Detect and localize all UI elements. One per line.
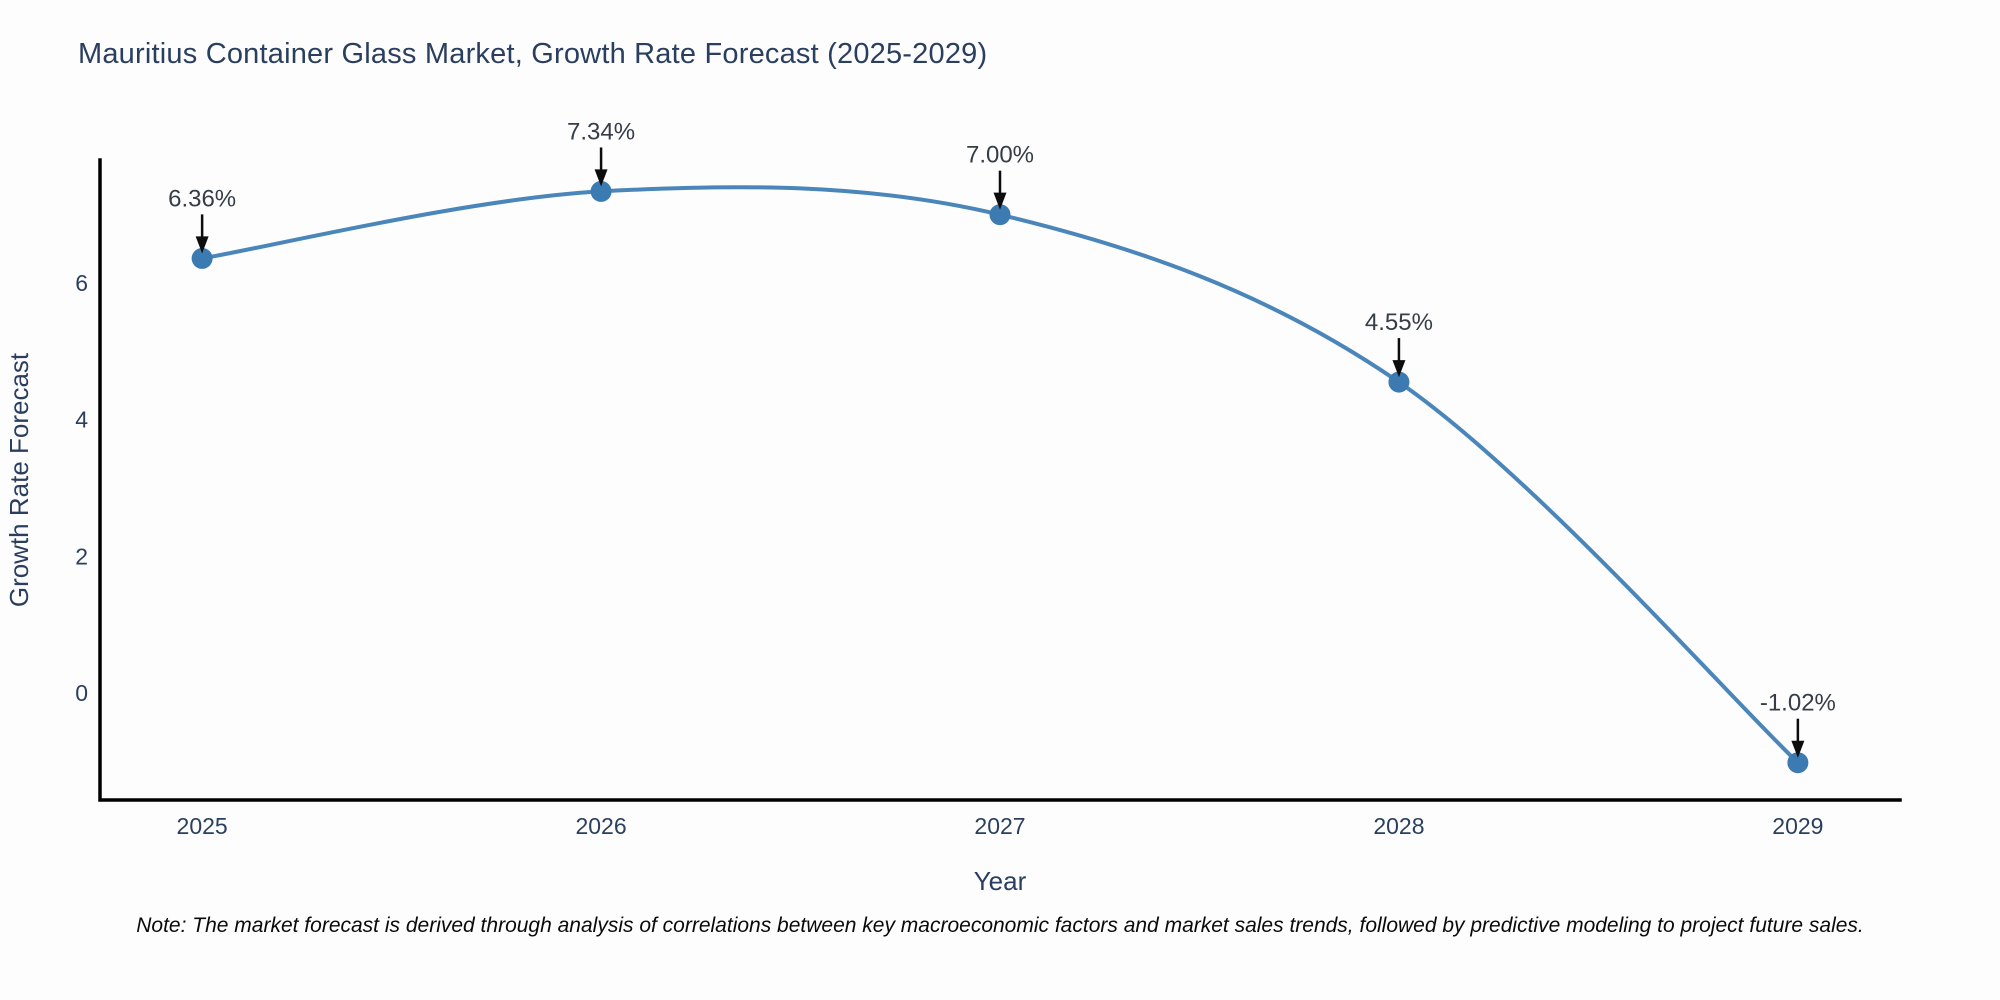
annotation-arrow-head (1392, 360, 1406, 378)
x-axis-title: Year (974, 866, 1027, 896)
annotation-arrow-head (993, 192, 1007, 210)
annotation-arrow-head (594, 169, 608, 187)
data-point-label: 7.34% (567, 118, 635, 145)
y-tick-label: 2 (75, 543, 88, 569)
annotation-arrow-head (195, 236, 209, 254)
x-tick-label: 2028 (1373, 813, 1424, 839)
annotation-arrow-head (1791, 740, 1805, 758)
chart-title: Mauritius Container Glass Market, Growth… (78, 38, 988, 70)
data-point-marker (989, 204, 1011, 226)
data-point-marker (590, 180, 612, 202)
footnote: Note: The market forecast is derived thr… (136, 914, 1864, 937)
x-tick-label: 2029 (1772, 813, 1823, 839)
data-point-label: 6.36% (168, 185, 236, 212)
data-point-marker (191, 247, 213, 269)
forecast-line (200, 185, 1800, 765)
y-axis-title: Growth Rate Forecast (4, 352, 34, 607)
data-point-label: -1.02% (1760, 690, 1836, 717)
data-point-marker (1388, 371, 1410, 393)
y-tick-label: 4 (75, 407, 88, 433)
data-point-marker (1787, 752, 1809, 774)
data-point-label: 7.00% (966, 142, 1034, 169)
axis-lines (98, 158, 1902, 802)
data-point-label: 4.55% (1365, 309, 1433, 336)
y-tick-label: 6 (75, 270, 88, 296)
x-tick-label: 2027 (974, 813, 1025, 839)
x-tick-label: 2026 (575, 813, 626, 839)
x-tick-label: 2025 (177, 813, 228, 839)
y-tick-label: 0 (75, 680, 88, 706)
